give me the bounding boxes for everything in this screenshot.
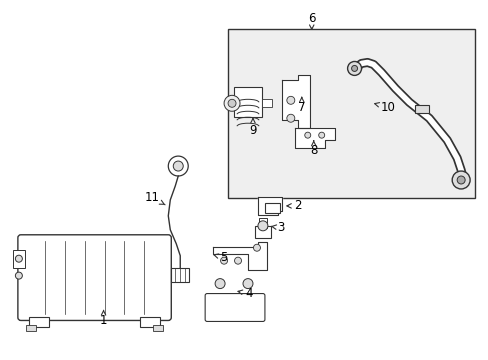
Polygon shape [281,75,309,128]
Bar [262,99,271,107]
Text: 6: 6 [307,12,315,29]
Polygon shape [294,128,334,148]
Bar [26,325,36,332]
Circle shape [220,257,227,264]
Bar [264,203,279,213]
Bar [153,325,163,332]
Text: 7: 7 [297,98,305,114]
Text: 1: 1 [100,311,107,327]
Bar [171,268,189,282]
Polygon shape [213,242,266,270]
Circle shape [234,257,241,264]
Bar [254,226,270,238]
Circle shape [318,132,324,138]
Circle shape [286,96,294,104]
Circle shape [253,244,260,251]
Circle shape [286,114,294,122]
Text: 5: 5 [214,251,227,264]
Circle shape [258,221,267,231]
Bar [140,318,160,328]
Circle shape [173,161,183,171]
Circle shape [215,279,224,289]
Circle shape [304,132,310,138]
Text: 2: 2 [286,199,301,212]
Circle shape [451,171,469,189]
Circle shape [243,279,252,289]
Circle shape [224,95,240,111]
Circle shape [168,156,188,176]
Circle shape [15,255,22,262]
Circle shape [456,176,464,184]
Circle shape [15,272,22,279]
Text: 4: 4 [238,287,252,300]
Bar [227,28,474,198]
Bar [234,87,262,117]
Circle shape [347,62,361,75]
Bar [414,105,428,113]
Bar [29,318,49,328]
Bar [259,218,266,228]
Circle shape [351,66,357,71]
Text: 3: 3 [271,221,284,234]
FancyBboxPatch shape [205,293,264,321]
Text: 10: 10 [374,101,395,114]
Text: 8: 8 [309,141,317,157]
FancyBboxPatch shape [18,235,171,320]
Circle shape [227,99,236,107]
Text: 11: 11 [144,192,165,205]
Text: 9: 9 [249,118,256,137]
Polygon shape [258,197,281,215]
Bar [13,250,25,268]
